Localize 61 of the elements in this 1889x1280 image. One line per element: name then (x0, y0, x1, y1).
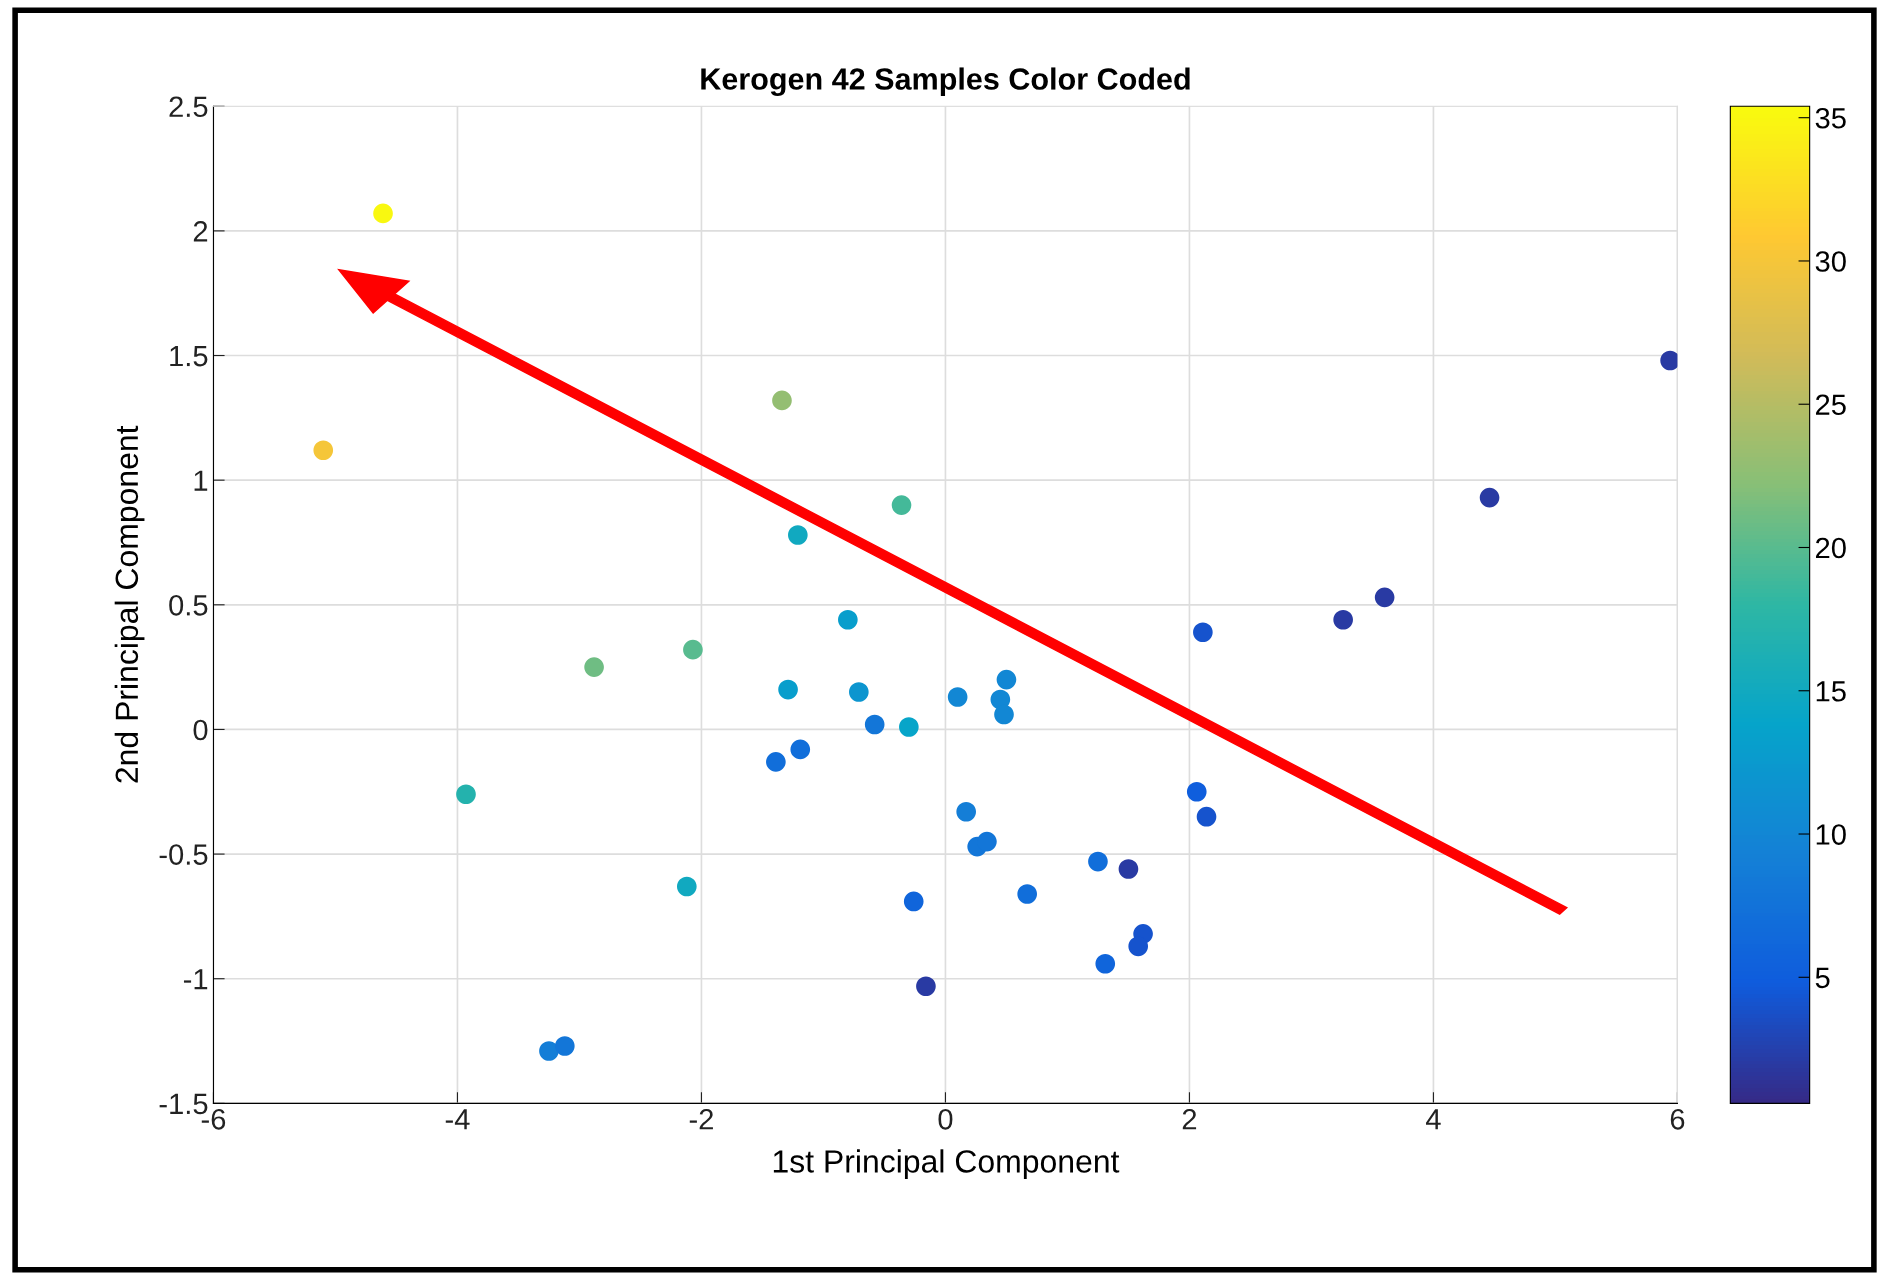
point (1186, 781, 1207, 802)
point (766, 752, 786, 772)
point (891, 495, 912, 515)
point (864, 714, 885, 735)
point (313, 440, 334, 461)
x-tick-label: -4 (445, 1109, 470, 1130)
point (1479, 487, 1500, 508)
point (1333, 609, 1353, 630)
x-tick-label: -2 (689, 1108, 713, 1130)
point (778, 679, 798, 700)
y-tick-label: -1 (183, 969, 208, 990)
color-bar-label: 15 (1816, 681, 1846, 702)
color-bar-label: 5 (1815, 967, 1830, 989)
y-tick-label: 1 (194, 470, 208, 491)
point (947, 687, 968, 707)
x-tick-label: 2 (1182, 1108, 1197, 1130)
point (539, 1041, 559, 1061)
point (676, 876, 697, 897)
point (584, 657, 604, 677)
point (1193, 622, 1213, 643)
chart-title: Kerogen 42 Samples Color Coded (701, 67, 1190, 97)
point (373, 203, 393, 224)
point (1196, 806, 1217, 827)
color-bar-label: 20 (1815, 537, 1846, 559)
x-tick-label: 6 (1670, 1108, 1685, 1130)
point (838, 609, 858, 630)
x-tick-label: 0 (938, 1108, 953, 1130)
color-bar-label: 25 (1815, 394, 1846, 416)
point (790, 739, 811, 760)
y-tick-label: 1.5 (170, 346, 208, 367)
point (903, 891, 924, 912)
y-tick-label: -0.5 (159, 844, 208, 865)
point (899, 717, 919, 737)
point (956, 801, 977, 822)
point (1128, 936, 1149, 957)
point (1095, 953, 1116, 974)
y-tick-label: 0 (193, 719, 208, 741)
y-tick-label: 0.5 (169, 595, 208, 616)
y-axis-title: 2nd Principal Component (114, 425, 145, 783)
point (977, 831, 997, 852)
point (916, 976, 936, 997)
color-bar-label: 10 (1816, 824, 1846, 845)
x-tick-label: 4 (1426, 1109, 1441, 1130)
point (1118, 859, 1139, 879)
point (456, 784, 476, 805)
point (772, 390, 792, 411)
point (996, 669, 1017, 690)
color-bar-label: 35 (1815, 107, 1846, 129)
point (554, 1036, 575, 1056)
y-tick-label: 2 (193, 221, 208, 242)
point (1374, 587, 1395, 608)
y-tick-label: 2.5 (169, 96, 208, 118)
point (849, 682, 869, 702)
point (1660, 350, 1678, 371)
color-bar-label: 30 (1815, 251, 1846, 272)
x-axis-title: 1st Principal Component (773, 1149, 1120, 1180)
point (994, 704, 1014, 725)
point (1088, 851, 1108, 872)
point (1017, 884, 1037, 904)
point (788, 525, 808, 545)
point (683, 639, 703, 660)
